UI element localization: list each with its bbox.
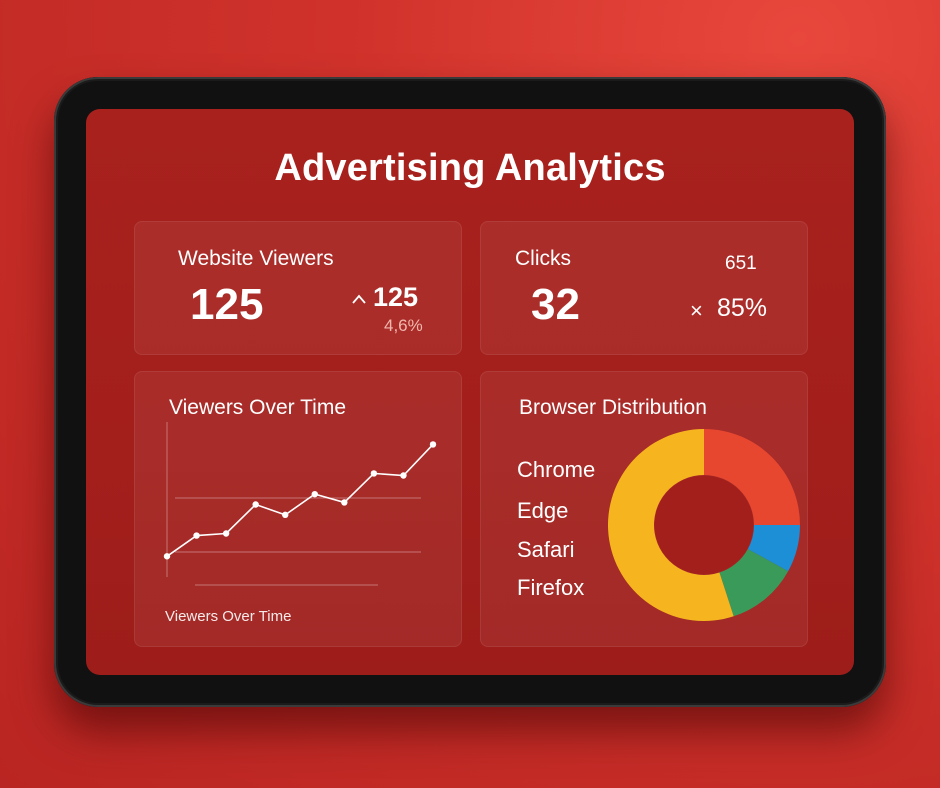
clicks-card[interactable]: Clicks 32 651 × 85% <box>480 221 808 355</box>
data-point <box>400 472 407 479</box>
donut-hole <box>654 475 754 575</box>
browser-donut-chart <box>608 429 800 621</box>
trend-up-icon <box>351 292 367 304</box>
viewers-over-time-card[interactable]: Viewers Over Time Viewers Over Time <box>134 371 462 647</box>
slice-edge <box>747 525 800 572</box>
data-point <box>252 501 259 508</box>
viewers-line-chart <box>163 422 437 586</box>
slice-firefox <box>608 429 734 621</box>
slice-chrome <box>704 429 800 525</box>
dashboard-screen: Advertising Analytics Website Viewers 12… <box>86 109 854 675</box>
clicks-label: Clicks <box>515 247 571 270</box>
data-point <box>341 499 348 506</box>
website-viewers-label: Website Viewers <box>178 247 334 270</box>
website-viewers-card[interactable]: Website Viewers 125 125 4,6% <box>134 221 462 355</box>
viewers-chart-caption: Viewers Over Time <box>165 608 292 625</box>
legend-item-firefox: Firefox <box>517 575 585 600</box>
browser-chart-title: Browser Distribution <box>519 396 707 419</box>
data-point <box>311 490 318 498</box>
clicks-value: 32 <box>531 280 580 329</box>
legend-item-edge: Edge <box>517 498 569 523</box>
browser-distribution-card[interactable]: Browser Distribution Chrome Edge Safari … <box>480 371 808 647</box>
legend-item-chrome: Chrome <box>517 457 596 482</box>
clicks-rate: 85% <box>717 294 768 322</box>
data-point <box>222 530 230 537</box>
data-point <box>429 441 437 448</box>
data-point <box>370 470 378 477</box>
slice-safari <box>719 549 789 617</box>
data-point <box>163 553 171 560</box>
clicks-top-value: 651 <box>725 253 757 274</box>
viewers-series-line <box>166 443 434 557</box>
data-point <box>193 532 200 539</box>
close-x-icon: × <box>690 298 703 323</box>
legend-item-safari: Safari <box>517 537 575 562</box>
website-viewers-change-percent: 4,6% <box>384 316 423 335</box>
page-title: Advertising Analytics <box>274 147 666 189</box>
website-viewers-value: 125 <box>190 280 264 329</box>
data-point <box>282 511 289 519</box>
tablet-frame: Advertising Analytics Website Viewers 12… <box>54 77 886 707</box>
website-viewers-change-value: 125 <box>373 282 419 312</box>
viewers-chart-title: Viewers Over Time <box>169 396 346 419</box>
